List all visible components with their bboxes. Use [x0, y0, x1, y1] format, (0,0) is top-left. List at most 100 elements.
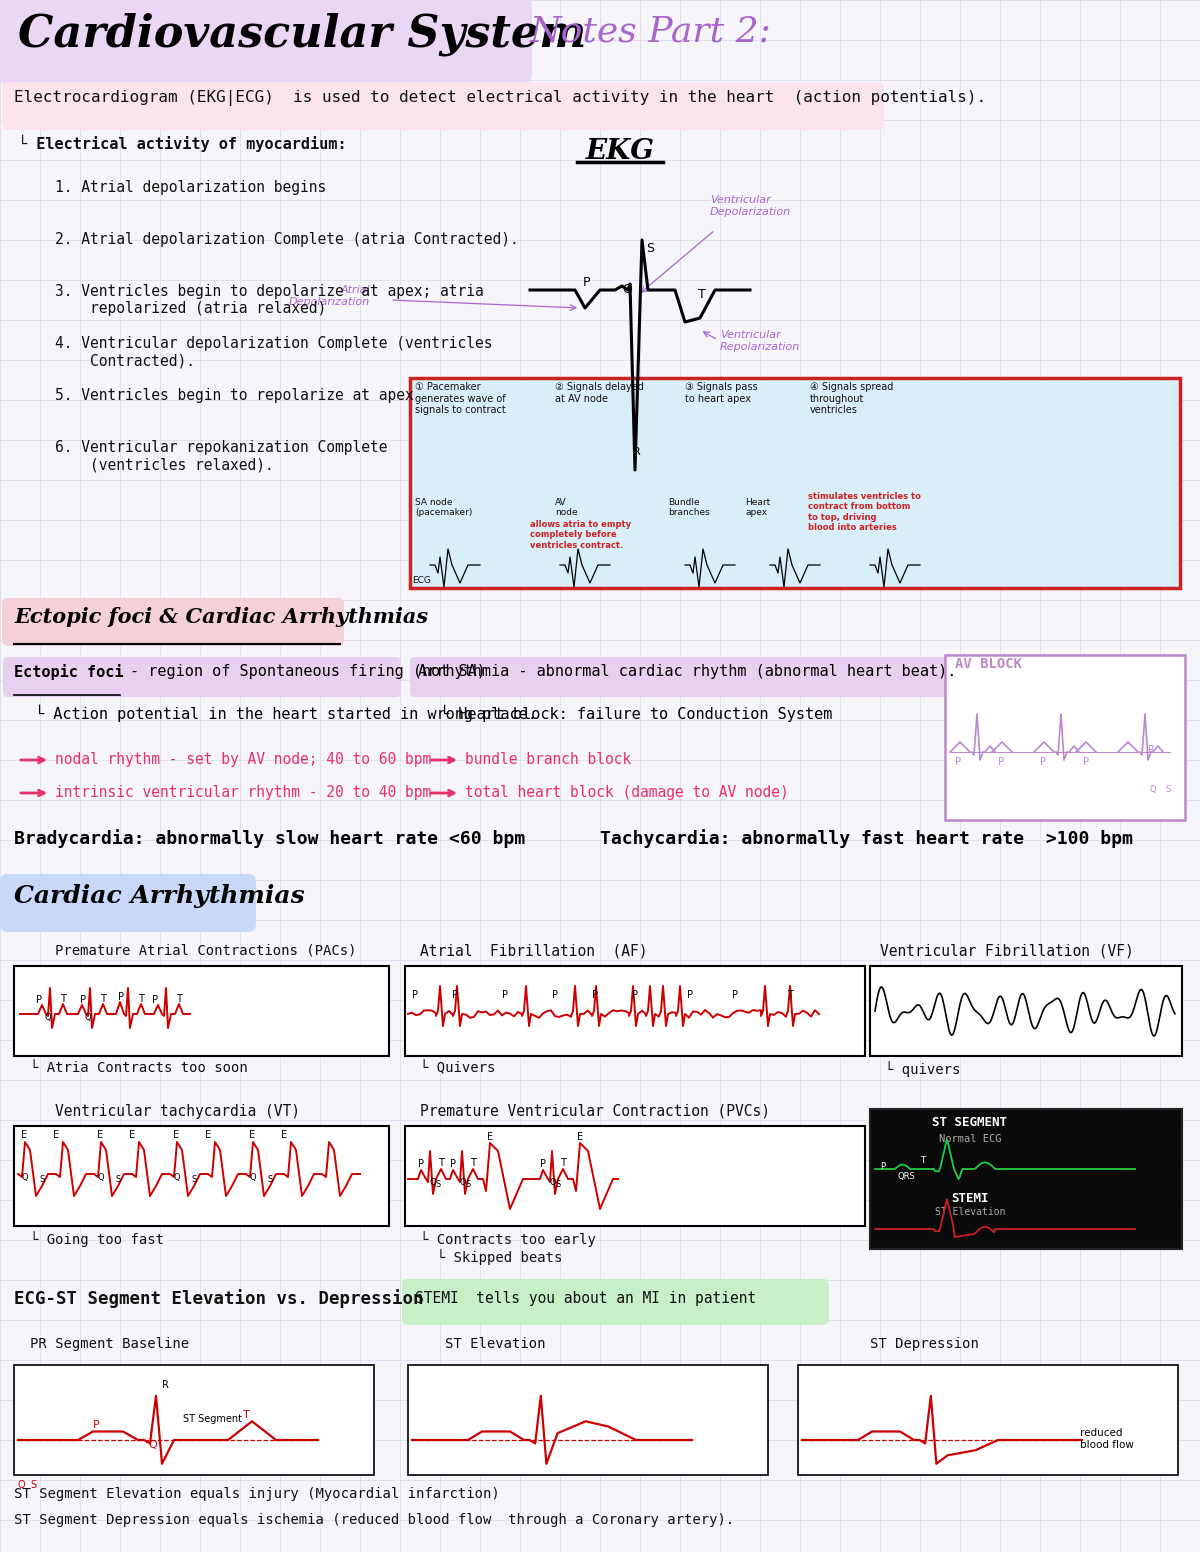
- Text: T: T: [698, 289, 706, 301]
- Text: intrinsic ventricular rhythm - 20 to 40 bpm: intrinsic ventricular rhythm - 20 to 40 …: [55, 785, 431, 799]
- Text: 6. Ventricular repokanization Complete
    (ventricles relaxed).: 6. Ventricular repokanization Complete (…: [55, 441, 388, 472]
- Text: P: P: [452, 990, 458, 999]
- Text: T: T: [560, 1158, 566, 1169]
- Text: ECG-ST Segment Elevation vs. Depression: ECG-ST Segment Elevation vs. Depression: [14, 1290, 424, 1308]
- FancyBboxPatch shape: [2, 656, 401, 697]
- Text: Ventricular
Repolarization: Ventricular Repolarization: [720, 331, 800, 352]
- Text: ST Elevation: ST Elevation: [935, 1207, 1006, 1217]
- Text: Arrhythmia - abnormal cardiac rhythm (abnormal heart beat).: Arrhythmia - abnormal cardiac rhythm (ab…: [418, 664, 956, 680]
- Text: S: S: [192, 1175, 197, 1184]
- Text: P: P: [36, 995, 42, 1006]
- Text: P: P: [152, 995, 158, 1006]
- Text: Ectopic foci & Cardiac Arrhythmias: Ectopic foci & Cardiac Arrhythmias: [14, 607, 428, 627]
- FancyBboxPatch shape: [406, 1127, 865, 1226]
- Text: S: S: [436, 1180, 440, 1189]
- Text: E: E: [281, 1130, 287, 1141]
- Text: P: P: [880, 1162, 886, 1172]
- Text: ST SEGMENT: ST SEGMENT: [932, 1116, 1008, 1128]
- FancyBboxPatch shape: [946, 655, 1186, 819]
- Text: Q: Q: [622, 282, 632, 295]
- Text: P: P: [998, 757, 1004, 767]
- Text: Bradycardia: abnormally slow heart rate <60 bpm: Bradycardia: abnormally slow heart rate …: [14, 829, 526, 847]
- Text: ST Segment Depression equals ischemia (reduced blood flow  through a Coronary ar: ST Segment Depression equals ischemia (r…: [14, 1513, 734, 1527]
- Text: P: P: [412, 990, 418, 999]
- Text: S: S: [466, 1180, 470, 1189]
- Text: Tachycardia: abnormally fast heart rate  >100 bpm: Tachycardia: abnormally fast heart rate …: [600, 829, 1133, 847]
- Text: T: T: [787, 990, 793, 999]
- Text: Ventricular Fibrillation (VF): Ventricular Fibrillation (VF): [880, 944, 1134, 959]
- Text: total heart block (damage to AV node): total heart block (damage to AV node): [466, 785, 788, 799]
- Text: P: P: [583, 276, 590, 289]
- Text: R: R: [162, 1380, 169, 1391]
- FancyBboxPatch shape: [406, 965, 865, 1055]
- Text: ECG: ECG: [412, 576, 431, 585]
- Text: └ Contracts too early: └ Contracts too early: [420, 1231, 596, 1246]
- Text: T: T: [438, 1158, 444, 1169]
- Text: S: S: [646, 242, 654, 255]
- Text: E: E: [97, 1130, 103, 1141]
- Text: Q: Q: [250, 1173, 256, 1183]
- Text: 1. Atrial depolarization begins: 1. Atrial depolarization begins: [55, 180, 326, 196]
- Text: STEMI: STEMI: [952, 1192, 989, 1204]
- Text: R: R: [634, 447, 641, 456]
- Text: P: P: [1040, 757, 1046, 767]
- Text: Bundle
branches: Bundle branches: [668, 498, 709, 517]
- Text: P: P: [1084, 757, 1090, 767]
- Text: └ Heart block: failure to Conduction System: └ Heart block: failure to Conduction Sys…: [440, 705, 833, 722]
- Text: ① Pacemaker
generates wave of
signals to contract: ① Pacemaker generates wave of signals to…: [415, 382, 505, 416]
- Text: Electrocardiogram (EKG|ECG)  is used to detect electrical activity in the heart : Electrocardiogram (EKG|ECG) is used to d…: [14, 90, 986, 106]
- Text: └ Atria Contracts too soon: └ Atria Contracts too soon: [30, 1062, 247, 1076]
- Text: E: E: [53, 1130, 59, 1141]
- Text: 4. Ventricular depolarization Complete (ventricles
    Contracted).: 4. Ventricular depolarization Complete (…: [55, 335, 492, 368]
- Text: R: R: [1148, 745, 1154, 754]
- FancyBboxPatch shape: [408, 1366, 768, 1474]
- Text: S: S: [40, 1175, 46, 1184]
- Text: T: T: [138, 993, 144, 1004]
- FancyBboxPatch shape: [14, 965, 389, 1055]
- Text: T: T: [470, 1158, 476, 1169]
- FancyBboxPatch shape: [870, 1110, 1182, 1249]
- Text: Atrial
Depolarization: Atrial Depolarization: [289, 286, 370, 307]
- Text: Q: Q: [430, 1178, 437, 1187]
- Text: P: P: [118, 992, 124, 1003]
- Text: Cardiovascular System: Cardiovascular System: [18, 12, 587, 56]
- Text: bundle branch block: bundle branch block: [466, 753, 631, 767]
- Text: - region of Spontaneous firing (not SA): - region of Spontaneous firing (not SA): [130, 664, 486, 680]
- FancyBboxPatch shape: [2, 82, 884, 130]
- Text: └ Quivers: └ Quivers: [420, 1062, 496, 1076]
- FancyBboxPatch shape: [798, 1366, 1178, 1474]
- Text: Atrial  Fibrillation  (AF): Atrial Fibrillation (AF): [420, 944, 648, 959]
- Text: P: P: [502, 990, 508, 999]
- Text: S: S: [268, 1175, 274, 1184]
- Text: ② Signals delayed
at AV node: ② Signals delayed at AV node: [554, 382, 644, 404]
- Text: S: S: [1165, 785, 1170, 795]
- Text: EKG: EKG: [586, 138, 654, 165]
- Text: Q: Q: [44, 1013, 52, 1023]
- Text: E: E: [248, 1130, 256, 1141]
- Text: P: P: [632, 990, 638, 999]
- Text: S: S: [554, 1180, 560, 1189]
- FancyBboxPatch shape: [402, 1279, 829, 1325]
- Text: └ Electrical activity of myocardium:: └ Electrical activity of myocardium:: [18, 135, 347, 152]
- Text: ④ Signals spread
throughout
ventricles: ④ Signals spread throughout ventricles: [810, 382, 893, 416]
- Text: Premature Ventricular Contraction (PVCs): Premature Ventricular Contraction (PVCs): [420, 1103, 770, 1119]
- Text: E: E: [205, 1130, 211, 1141]
- Text: AV
node: AV node: [554, 498, 577, 517]
- Text: P: P: [955, 757, 961, 767]
- Text: P: P: [592, 990, 598, 999]
- Text: E: E: [577, 1131, 583, 1142]
- Text: Q: Q: [22, 1173, 28, 1183]
- FancyBboxPatch shape: [0, 874, 256, 933]
- Text: E: E: [487, 1131, 493, 1142]
- FancyBboxPatch shape: [410, 656, 995, 697]
- Text: E: E: [128, 1130, 136, 1141]
- Text: P: P: [732, 990, 738, 999]
- Text: S: S: [116, 1175, 121, 1184]
- Text: S: S: [30, 1481, 36, 1490]
- Text: Ventricular tachycardia (VT): Ventricular tachycardia (VT): [55, 1103, 300, 1119]
- Text: 5. Ventricles begin to repolarize at apex: 5. Ventricles begin to repolarize at ape…: [55, 388, 414, 404]
- Text: stimulates ventricles to
contract from bottom
to top, driving
blood into arterie: stimulates ventricles to contract from b…: [808, 492, 920, 532]
- Text: Q: Q: [550, 1178, 557, 1187]
- Text: 3. Ventricles begin to depolarize  at apex; atria
    repolarized (atria relaxed: 3. Ventricles begin to depolarize at ape…: [55, 284, 484, 317]
- Text: P: P: [686, 990, 694, 999]
